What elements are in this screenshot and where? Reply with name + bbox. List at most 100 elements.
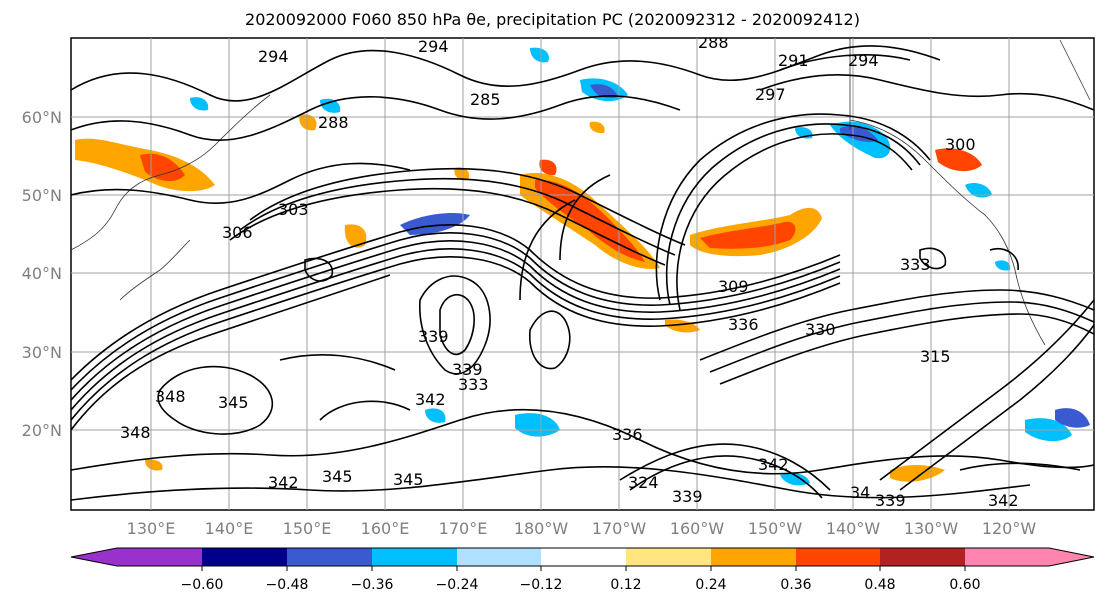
precip-positive-region	[299, 114, 317, 131]
contour-label: 345	[218, 393, 249, 412]
colorbar-segment	[457, 548, 541, 566]
contour-label: 348	[120, 423, 151, 442]
colorbar-tick-label: −0.12	[520, 577, 563, 593]
precip-negative-region	[190, 97, 209, 111]
lat-tick-label: 20°N	[22, 421, 62, 440]
lon-tick-label: 170°E	[439, 519, 488, 538]
lon-tick-label: 150°E	[283, 519, 332, 538]
contour-label: 333	[458, 375, 489, 394]
contour-label: 285	[470, 90, 501, 109]
theta-e-contours	[71, 45, 1094, 501]
lat-axis-labels: 60°N 50°N 40°N 30°N 20°N	[22, 108, 62, 440]
colorbar-segment	[880, 548, 965, 566]
contour-label: 288	[318, 113, 349, 132]
contour-labels: 294 294 288 291 294 297 285 300 288 306 …	[120, 33, 1019, 510]
precip-positive-region	[454, 167, 470, 181]
contour-label: 339	[418, 327, 449, 346]
precip-shading	[75, 47, 1090, 486]
precip-positive-region	[344, 224, 367, 248]
colorbar-outline	[70, 547, 1095, 567]
colorbar-extend-min	[71, 548, 117, 566]
precip-positive-region	[145, 459, 163, 471]
colorbar-segment	[541, 548, 626, 566]
precip-negative-region	[1055, 408, 1090, 428]
colorbar-tick-label: −0.48	[266, 577, 309, 593]
contour-label: 288	[698, 33, 729, 52]
colorbar-tick-label: −0.60	[181, 577, 224, 593]
precip-negative-region	[400, 213, 470, 235]
contour-label: 342	[988, 491, 1019, 510]
contour-label: 336	[612, 425, 643, 444]
colorbar-segment	[117, 548, 202, 566]
precip-negative-region	[780, 472, 810, 486]
colorbar-segment	[372, 548, 457, 566]
contour-label: 333	[900, 255, 931, 274]
lon-tick-label: 180°W	[514, 519, 569, 538]
map-title: 2020092000 F060 850 hPa θe, precipitatio…	[0, 10, 1105, 29]
precip-negative-region	[965, 183, 992, 198]
precip-positive-region	[539, 159, 557, 176]
lat-tick-label: 30°N	[22, 343, 62, 362]
precip-negative-region	[425, 408, 446, 423]
colorbar-segment	[626, 548, 711, 566]
lon-tick-label: 130°E	[127, 519, 176, 538]
colorbar: −0.60 −0.48 −0.36 −0.24 −0.12 0.12 0.24 …	[70, 547, 1095, 593]
precip-negative-region	[530, 47, 549, 63]
lat-tick-label: 60°N	[22, 108, 62, 127]
contour-label: 297	[755, 85, 786, 104]
precip-negative-region	[515, 413, 560, 437]
contour-label: 342	[415, 390, 446, 409]
precip-negative-region	[320, 98, 341, 113]
precip-positive-region	[665, 319, 700, 333]
contour-label: 339	[875, 491, 906, 510]
lon-tick-label: 140°W	[826, 519, 881, 538]
contour-label: 339	[452, 360, 483, 379]
lon-tick-label: 160°E	[361, 519, 410, 538]
colorbar-tick-label: −0.36	[351, 577, 394, 593]
lon-tick-label: 150°W	[748, 519, 803, 538]
contour-label: 34	[850, 483, 870, 502]
contour-label: 330	[805, 320, 836, 339]
lon-tick-label: 130°W	[904, 519, 959, 538]
contour-label: 324	[628, 473, 659, 492]
contour-label: 303	[278, 200, 309, 219]
contour-label: 342	[268, 473, 299, 492]
colorbar-tick-label: 0.36	[780, 577, 811, 593]
contour-label: 336	[728, 315, 759, 334]
map-plot-area: 294 294 288 291 294 297 285 300 288 306 …	[71, 33, 1094, 510]
precip-negative-region	[590, 84, 618, 98]
colorbar-tick-label: 0.12	[610, 577, 641, 593]
contour-label: 306	[222, 223, 253, 242]
map-title-text: 2020092000 F060 850 hPa θe, precipitatio…	[245, 10, 860, 29]
contour-label: 291	[778, 51, 809, 70]
lon-tick-label: 120°W	[982, 519, 1037, 538]
map-frame	[70, 37, 1095, 511]
colorbar-extend-max	[1049, 548, 1094, 566]
contour-label: 300	[945, 135, 976, 154]
colorbar-ticks	[201, 566, 966, 571]
contour-label: 345	[322, 467, 353, 486]
lat-tick-label: 50°N	[22, 186, 62, 205]
colorbar-tick-label: 0.60	[949, 577, 980, 593]
contour-label: 342	[758, 455, 789, 474]
colorbar-tick-label: −0.24	[436, 577, 479, 593]
colorbar-tick-label: 0.24	[695, 577, 726, 593]
colorbar-segment	[287, 548, 372, 566]
lon-tick-label: 160°W	[670, 519, 725, 538]
contour-label: 339	[672, 487, 703, 506]
lon-tick-label: 170°W	[592, 519, 647, 538]
colorbar-tick-label: 0.48	[864, 577, 895, 593]
colorbar-segment	[965, 548, 1049, 566]
colorbar-segment	[711, 548, 796, 566]
contour-label: 294	[848, 51, 879, 70]
contour-label: 348	[155, 387, 186, 406]
contour-label: 294	[258, 47, 289, 66]
precip-strong-region	[700, 221, 796, 249]
contour-label: 315	[920, 347, 951, 366]
colorbar-segment	[202, 548, 287, 566]
precip-positive-region	[589, 121, 605, 134]
coastlines	[71, 38, 1091, 346]
lon-axis-labels: 130°E 140°E 150°E 160°E 170°E 180°W 170°…	[127, 519, 1037, 538]
precip-positive-region	[935, 148, 982, 172]
